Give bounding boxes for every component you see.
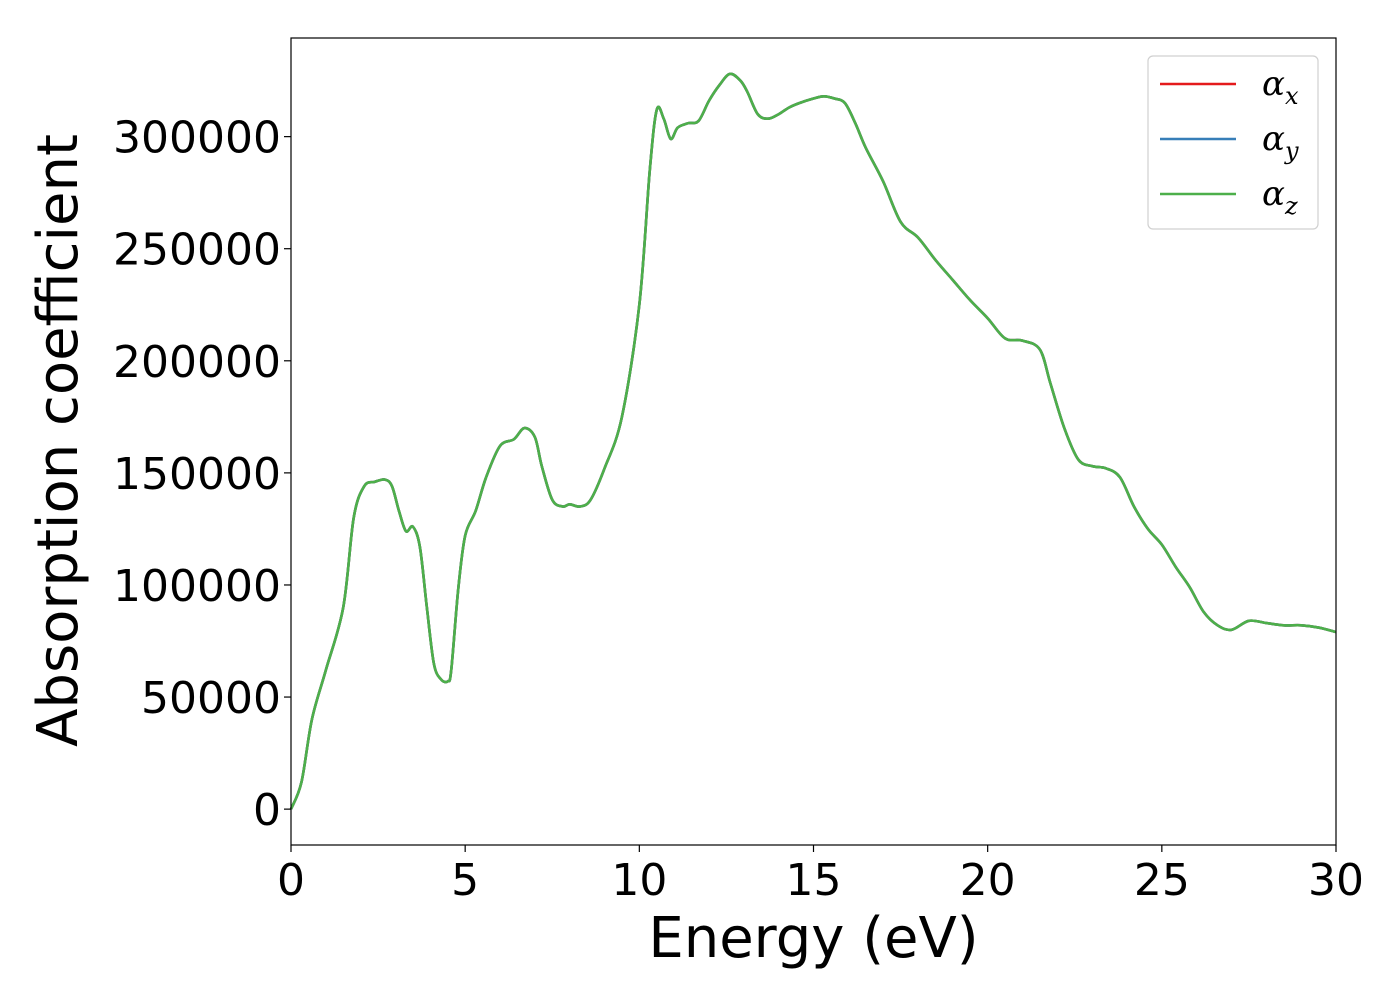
y-tick-label: 250000 xyxy=(113,225,281,276)
x-tick-label: 20 xyxy=(960,855,1016,906)
y-tick-label: 0 xyxy=(253,785,281,836)
legend-label-y: αy xyxy=(1262,119,1299,165)
series-line-z xyxy=(289,72,1337,810)
x-tick-label: 15 xyxy=(786,855,842,906)
legend-label-z: αz xyxy=(1262,174,1298,220)
x-tick-label: 25 xyxy=(1134,855,1190,906)
y-tick-label: 200000 xyxy=(113,337,281,388)
x-tick-label: 30 xyxy=(1308,855,1364,906)
y-axis-title: Absorption coefficient xyxy=(26,134,91,747)
legend-box xyxy=(1147,55,1319,230)
x-tick-label: 5 xyxy=(451,855,479,906)
y-tick-label: 300000 xyxy=(113,113,281,164)
x-axis-title: Energy (eV) xyxy=(648,906,978,971)
x-tick-label: 10 xyxy=(611,855,667,906)
x-axis-ticks: 0 5 10 15 20 25 30 xyxy=(277,845,1364,906)
y-tick-label: 150000 xyxy=(113,449,281,500)
legend-label-x: αx xyxy=(1262,64,1299,110)
y-axis-ticks: 0 50000 100000 150000 200000 250000 300000 xyxy=(113,113,291,836)
y-tick-label: 50000 xyxy=(141,673,281,724)
y-tick-label: 100000 xyxy=(113,561,281,612)
series-layer xyxy=(289,72,1337,810)
x-tick-label: 0 xyxy=(277,855,305,906)
legend: αx αy αz xyxy=(1147,55,1319,230)
